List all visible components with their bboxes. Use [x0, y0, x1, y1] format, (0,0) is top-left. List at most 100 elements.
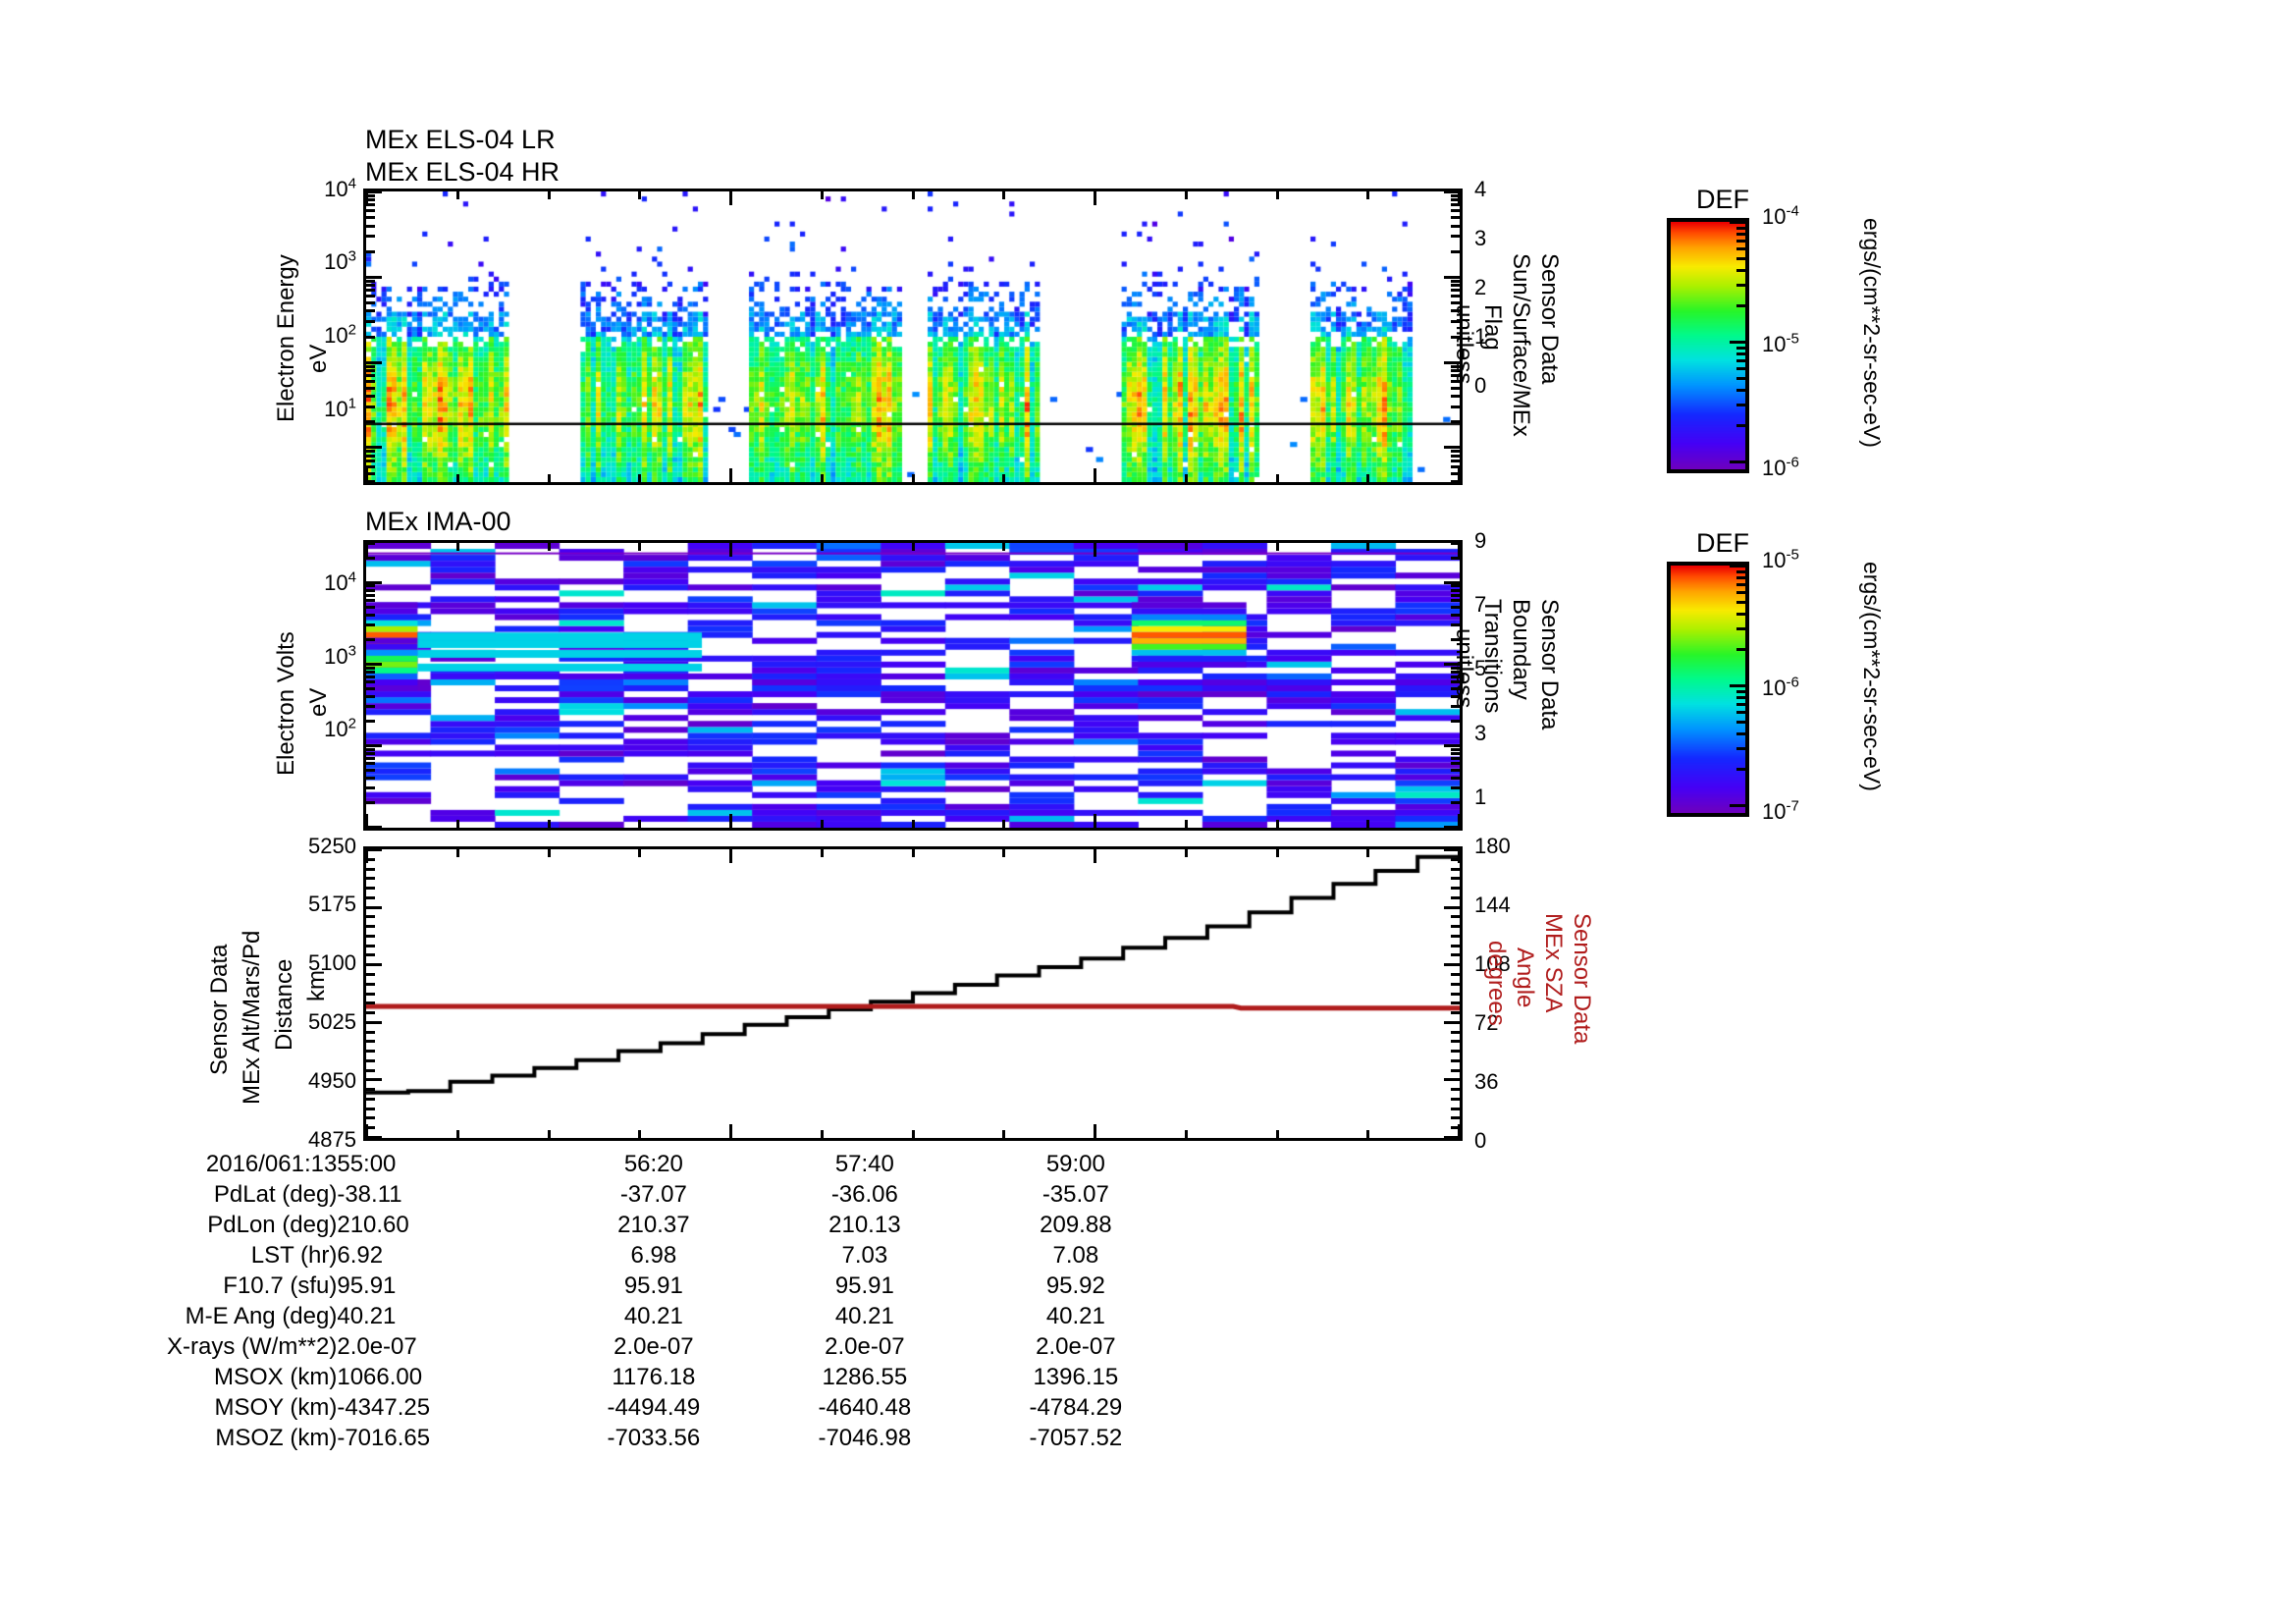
colorbar-tick: [1736, 600, 1745, 604]
panel3-plot-area[interactable]: [363, 846, 1463, 1141]
axis-tick: [366, 1040, 375, 1044]
axis-tick: [455, 849, 459, 857]
panel2-plot-area[interactable]: [363, 540, 1463, 831]
panel2-rtick-3: 3: [1474, 721, 1487, 745]
axis-tick: [366, 193, 375, 197]
panel3-ltick-5025: 5025: [308, 1009, 356, 1034]
axis-tick: [1366, 474, 1370, 482]
axis-tick: [1451, 480, 1460, 482]
axis-tick: [366, 857, 375, 861]
axis-tick: [729, 191, 732, 205]
colorbar-tick: [1736, 569, 1745, 573]
panel2-ylabel-line2: eV: [305, 687, 332, 717]
axis-tick: [1451, 1126, 1460, 1130]
panel1-ytick-1e1: 101: [324, 395, 356, 421]
axis-tick: [1451, 605, 1460, 609]
colorbar-tick: [1736, 702, 1745, 706]
axis-tick: [1451, 776, 1460, 780]
colorbar-tick: [1736, 626, 1745, 630]
axis-tick: [1444, 1020, 1460, 1024]
axis-tick: [366, 826, 382, 828]
axis-tick: [1451, 198, 1460, 202]
panel3-rtick-144: 144: [1474, 893, 1511, 917]
axis-tick: [366, 216, 375, 220]
axis-tick: [1184, 820, 1188, 828]
axis-tick: [1451, 335, 1460, 339]
axis-tick: [1094, 1124, 1096, 1138]
axis-tick: [911, 474, 915, 482]
table-row: MSOY (km) -4347.25 -4494.49 -4640.48 -4784.2…: [167, 1392, 1181, 1423]
axis-tick: [1451, 747, 1460, 751]
axis-tick: [366, 360, 382, 364]
axis-tick: [1451, 867, 1460, 871]
axis-tick: [1184, 191, 1188, 199]
axis-tick: [366, 284, 375, 288]
axis-tick: [366, 235, 375, 239]
axis-tick: [1451, 925, 1460, 929]
param-value: 2.0e-07: [337, 1333, 417, 1360]
axis-tick: [366, 925, 375, 929]
axis-tick: [366, 670, 375, 674]
param-label: MSOZ (km): [215, 1425, 338, 1451]
axis-tick: [1451, 877, 1460, 881]
axis-tick: [1184, 543, 1188, 551]
panel3-rtick-108: 108: [1474, 951, 1511, 976]
param-value: 40.21: [337, 1303, 397, 1329]
colorbar-tick: [1730, 460, 1745, 463]
panel1-rlabel-line1: Sensor Data: [1536, 253, 1563, 385]
axis-tick: [366, 849, 368, 863]
axis-tick: [1451, 694, 1460, 698]
axis-tick: [366, 364, 375, 368]
param-value: -4640.48: [818, 1394, 912, 1421]
axis-tick: [366, 1088, 375, 1092]
axis-tick: [911, 820, 915, 828]
axis-tick: [366, 556, 375, 560]
param-value: -37.07: [619, 1181, 687, 1208]
axis-tick: [1451, 1011, 1460, 1015]
panel1-ytick-1e4: 104: [324, 175, 356, 201]
colorbar-tick: [1736, 711, 1745, 715]
axis-tick: [366, 934, 375, 938]
axis-tick: [1451, 1001, 1460, 1005]
colorbar-tick: [1736, 591, 1745, 595]
colorbar-2-tick-mid: 10-6: [1762, 674, 1799, 700]
param-value: 40.21: [1045, 1303, 1105, 1329]
axis-tick: [366, 395, 375, 399]
param-value: 7.08: [1052, 1242, 1099, 1269]
axis-tick: [1444, 275, 1460, 279]
table-row: F10.7 (sfu) 95.91 95.91 95.91 95.92: [167, 1271, 1181, 1301]
panel1-rtick-2: 2: [1474, 275, 1487, 299]
axis-tick: [1451, 593, 1460, 597]
axis-tick: [366, 680, 375, 684]
axis-tick: [1451, 420, 1460, 424]
axis-tick: [1451, 953, 1460, 957]
axis-tick: [366, 209, 375, 213]
axis-tick: [366, 768, 375, 772]
table-row: MSOZ (km) -7016.65 -7033.56 -7046.98 -7057.5…: [167, 1423, 1181, 1453]
axis-tick: [366, 480, 375, 482]
axis-tick: [1451, 450, 1460, 454]
xtick-label-2: 57:40: [834, 1151, 894, 1177]
axis-tick: [366, 1107, 375, 1110]
axis-tick: [1451, 762, 1460, 766]
axis-tick: [366, 982, 375, 986]
param-value: 7.03: [841, 1242, 888, 1269]
axis-tick: [366, 309, 375, 313]
panel3-ltick-5175: 5175: [308, 892, 356, 916]
axis-tick: [1184, 1130, 1188, 1138]
axis-tick: [1451, 364, 1460, 368]
axis-tick: [366, 543, 375, 545]
axis-tick: [1451, 719, 1460, 723]
colorbar-tick: [1736, 689, 1745, 693]
param-value: 210.60: [337, 1212, 409, 1238]
param-value: -7046.98: [818, 1425, 912, 1451]
panel3-rlabel-line4: degrees: [1483, 941, 1510, 1026]
axis-tick: [1444, 905, 1460, 909]
axis-tick: [366, 1030, 375, 1034]
axis-tick: [366, 279, 375, 283]
panel1-rtick-0: 0: [1474, 373, 1487, 398]
panel1-plot-area[interactable]: [363, 189, 1463, 485]
colorbar-2-tick-top: 10-5: [1762, 546, 1799, 572]
axis-tick: [366, 593, 375, 597]
axis-tick: [911, 849, 915, 857]
